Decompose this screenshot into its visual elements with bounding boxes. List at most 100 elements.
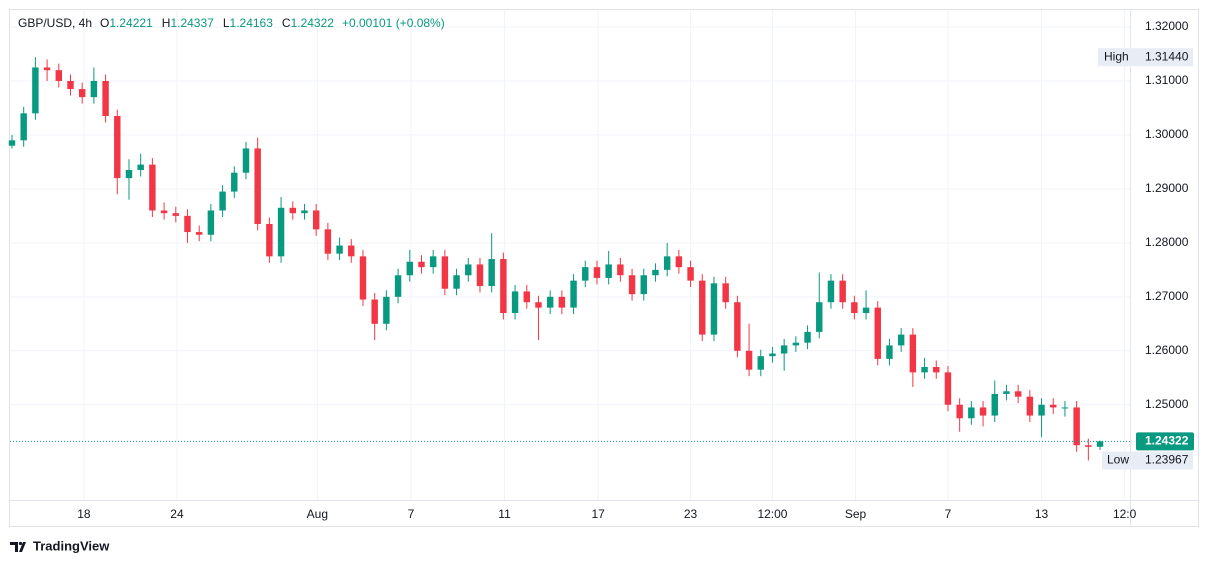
candle-body [991, 393, 998, 416]
candle-body [605, 264, 612, 278]
y-tick-label: 1.29000 [1145, 181, 1189, 195]
candle-body [1038, 404, 1045, 416]
candle-body [933, 366, 940, 373]
candle-body [160, 210, 168, 214]
y-tick-label: 1.27000 [1145, 289, 1189, 303]
candle-body [968, 407, 975, 419]
footer-logo [10, 541, 26, 552]
candle-body [979, 407, 987, 416]
candle-body [839, 280, 846, 303]
candle-body [394, 275, 402, 297]
x-tick-label: 7 [945, 507, 952, 521]
candle-body [956, 404, 963, 419]
legend-key: C [282, 16, 291, 30]
y-tick-label: 1.32000 [1145, 19, 1189, 33]
candles [8, 57, 1104, 461]
x-tick-label: Sep [845, 507, 867, 521]
candle-body [406, 261, 413, 276]
logo-dot [18, 541, 23, 546]
legend-key: H [162, 16, 171, 30]
candle-body [476, 264, 484, 287]
candle-body [897, 334, 905, 346]
candle-body [102, 80, 109, 117]
candle-body [769, 353, 776, 357]
candle-body [1073, 407, 1080, 446]
legend-value: 1.24163 [230, 16, 274, 30]
last-price-tag [1136, 432, 1194, 451]
x-tick-label: 12:0 [1113, 507, 1137, 521]
candle-body [78, 89, 86, 98]
candle-body [944, 372, 952, 405]
candle-body [851, 302, 858, 314]
symbol: GBP/USD, 4h [18, 16, 92, 30]
candle-body [1026, 396, 1034, 416]
candle-body [441, 256, 449, 289]
candle-body [172, 213, 180, 216]
candle-body [359, 256, 367, 300]
x-tick-label: 12:00 [757, 507, 787, 521]
candle-body [1003, 391, 1010, 394]
candle-body [710, 283, 718, 335]
candle-body [1014, 391, 1022, 397]
candle-body [862, 307, 870, 314]
candle-body [324, 229, 332, 254]
candle-body [32, 67, 39, 114]
candle-body [617, 264, 624, 276]
candle-body [114, 116, 121, 179]
candle-body [453, 275, 460, 289]
candle-body [429, 256, 437, 268]
candle-body [289, 207, 296, 214]
candle-body [663, 256, 671, 270]
y-tick-label: 1.28000 [1145, 235, 1189, 249]
x-tick-label: 7 [408, 507, 415, 521]
candle-body [921, 366, 928, 373]
x-tick-label: 17 [591, 507, 605, 521]
y-tick-label: 1.31000 [1145, 73, 1189, 87]
x-tick-label: 13 [1035, 507, 1049, 521]
candle-body [500, 259, 507, 314]
chart-legend: GBP/USD, 4h O1.24221 H1.24337 L1.24163 C1.24… [18, 16, 445, 30]
candle-body [722, 283, 729, 303]
candle-body [149, 164, 156, 211]
candle-body [523, 291, 530, 303]
candle-body [371, 299, 378, 324]
candle-body [546, 296, 554, 308]
candle-body [511, 291, 519, 314]
y-tick-label: 1.26000 [1145, 343, 1189, 357]
x-tick-label: 18 [77, 507, 91, 521]
price-marker-value: 1.31440 [1145, 49, 1189, 63]
brand: TradingView [33, 538, 110, 553]
candle-body [242, 148, 250, 173]
candle-body [418, 261, 425, 268]
candle-body [909, 334, 917, 373]
candle-body [640, 275, 647, 295]
candle-body [137, 164, 144, 171]
price-marker-label: Low [1107, 453, 1129, 467]
candle-body [67, 80, 74, 90]
candle-body [652, 269, 659, 276]
candle-body [488, 259, 495, 287]
candle-body [184, 215, 191, 233]
legend-key: O [100, 16, 109, 30]
candle-body [558, 296, 566, 308]
candle-body [699, 280, 706, 335]
candle-body [886, 345, 893, 359]
candle-body [593, 267, 601, 278]
candle-body [570, 280, 577, 308]
y-tick-label: 1.30000 [1145, 127, 1189, 141]
candle-body [687, 267, 694, 281]
candle-body [535, 302, 542, 308]
candle-body [301, 210, 308, 214]
candle-body [312, 210, 320, 230]
candle-body [1061, 407, 1069, 409]
legend-key: L [223, 16, 230, 30]
candle-body [43, 67, 51, 71]
candle-body [582, 267, 589, 281]
candle-body [745, 350, 753, 370]
candle-body [8, 140, 16, 146]
candle-body [1085, 445, 1092, 447]
grid [10, 10, 1130, 500]
frame [9, 9, 1199, 527]
